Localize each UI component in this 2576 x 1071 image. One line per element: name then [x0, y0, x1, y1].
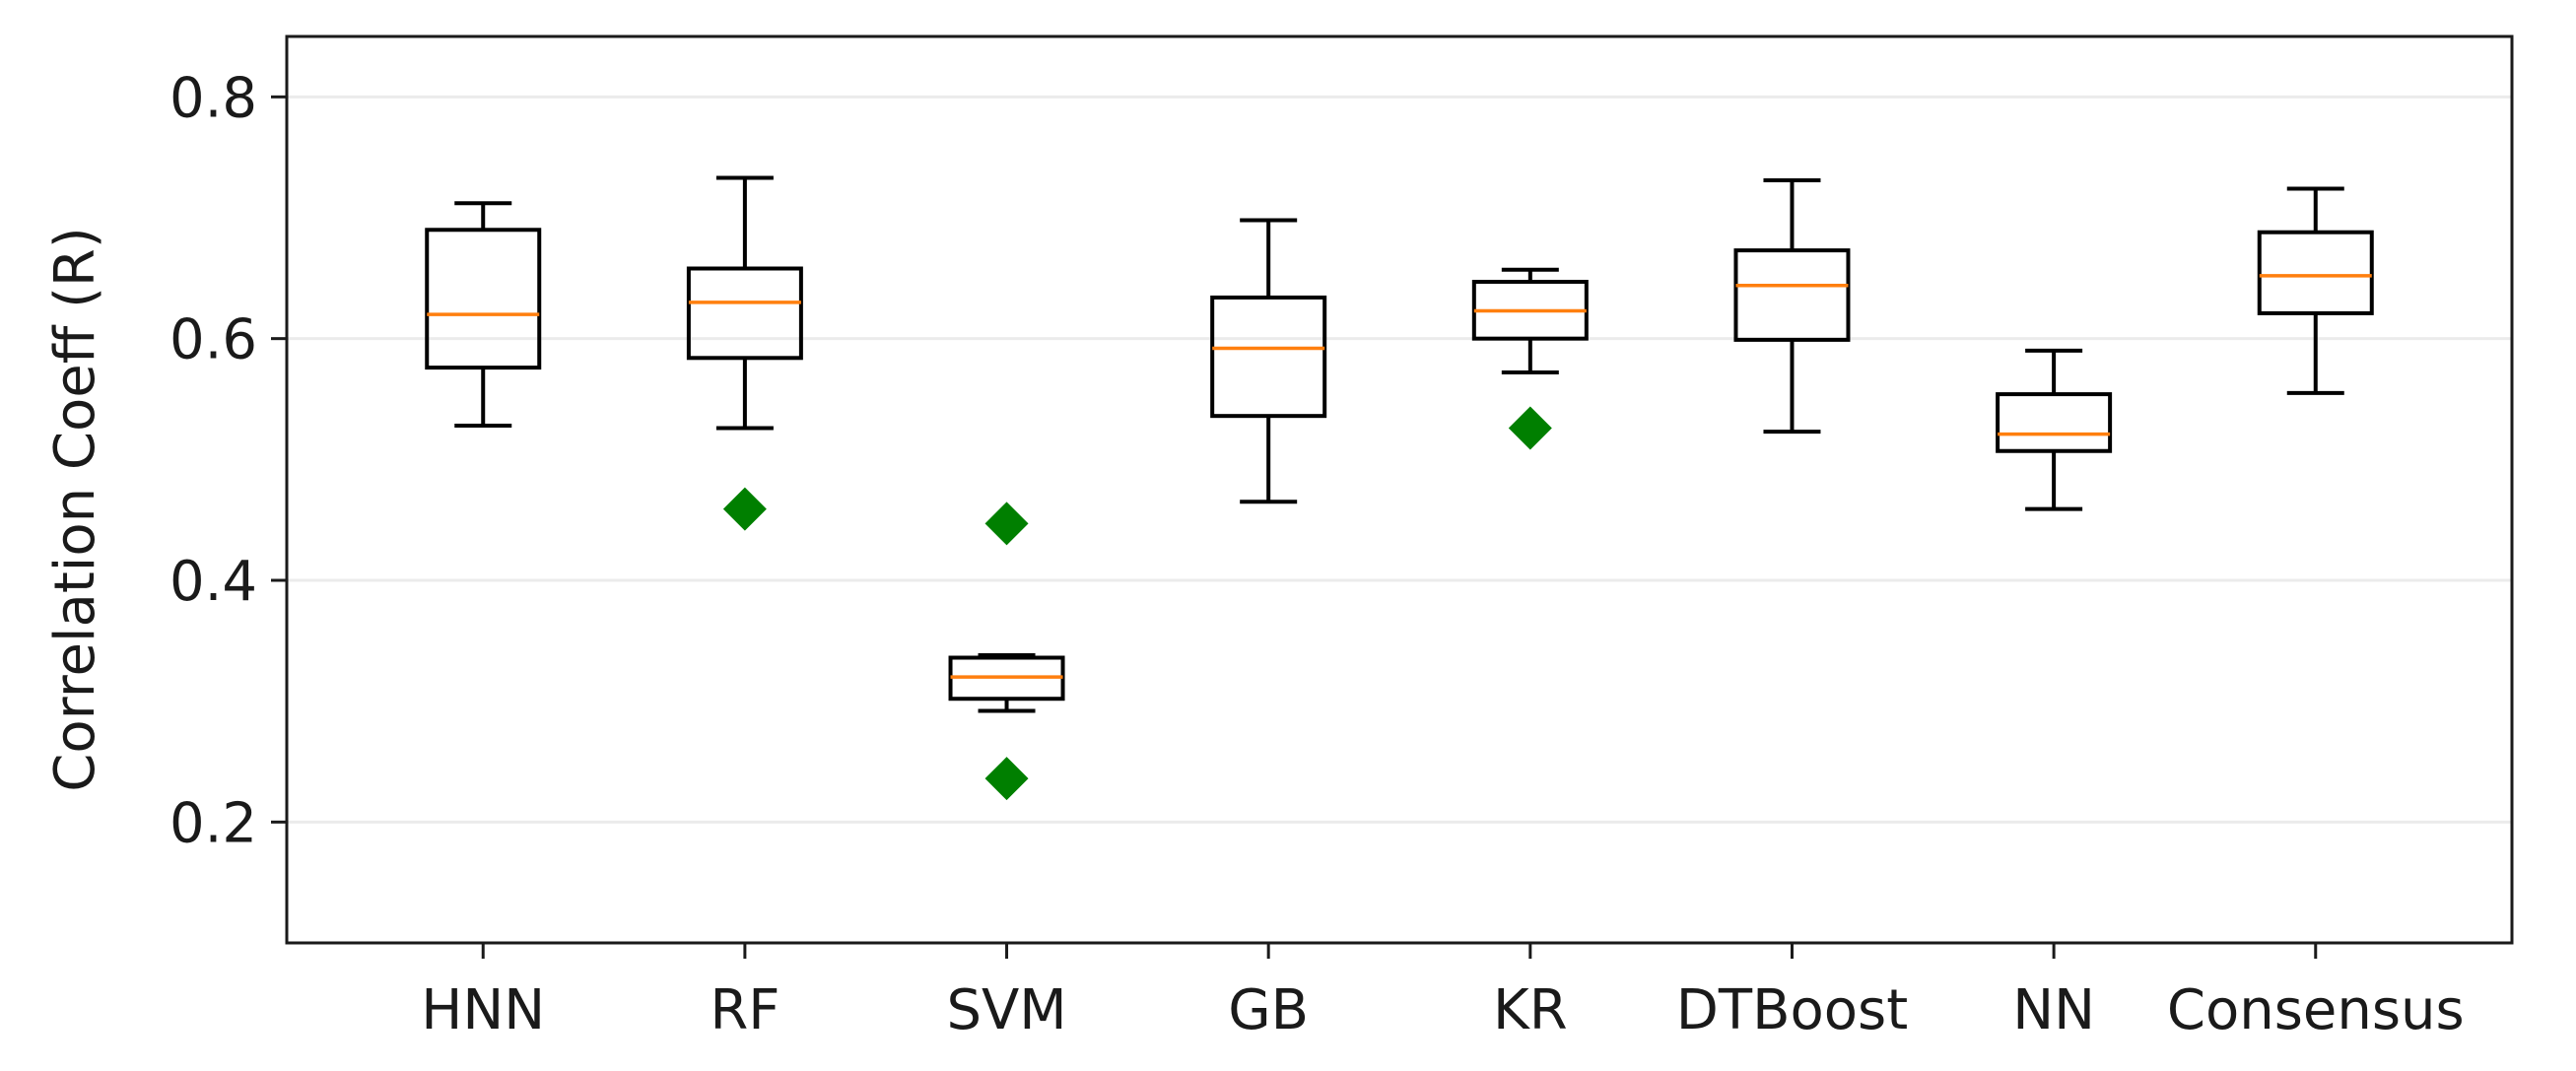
box-nn	[1996, 348, 2113, 511]
x-tick-label: NN	[2012, 978, 2095, 1042]
x-tick-label: Consensus	[2167, 978, 2465, 1042]
x-tick-label: RF	[710, 978, 780, 1042]
box-dtboost	[1733, 177, 1851, 435]
x-tick-label: DTBoost	[1676, 978, 1908, 1042]
iqr-box	[425, 228, 542, 370]
y-tick-label: 0.6	[169, 308, 257, 372]
box-kr	[1471, 267, 1589, 450]
box-consensus	[2257, 186, 2374, 395]
y-axis: 0.2 0.4 0.6 0.8	[169, 66, 287, 855]
outlier-marker	[984, 757, 1029, 801]
x-tick-label: GB	[1228, 978, 1309, 1042]
box-svm	[948, 502, 1065, 801]
iqr-box	[1733, 248, 1851, 342]
box-rf	[686, 175, 803, 531]
outlier-marker	[722, 487, 767, 531]
iqr-box	[2257, 230, 2374, 315]
outlier-marker	[984, 502, 1029, 546]
x-tick-label: SVM	[946, 978, 1066, 1042]
iqr-box	[1210, 295, 1327, 419]
plot-frame	[285, 34, 2514, 945]
iqr-box	[686, 266, 803, 361]
iqr-box	[1996, 392, 2113, 453]
y-tick-label: 0.2	[169, 791, 257, 855]
box-hnn	[425, 201, 542, 428]
boxes-layer	[425, 175, 2374, 801]
y-axis-label: Correlation Coeff (R)	[43, 227, 107, 791]
outlier-marker	[1508, 406, 1552, 450]
x-tick-label: KR	[1493, 978, 1568, 1042]
box-gb	[1210, 218, 1327, 504]
y-tick-label: 0.4	[169, 550, 257, 614]
x-axis: HNN RF SVM GB KR DTBoost NN Consensus	[421, 943, 2465, 1042]
x-tick-label: HNN	[421, 978, 545, 1042]
y-tick-label: 0.8	[169, 66, 257, 130]
grid-layer	[287, 95, 2512, 824]
